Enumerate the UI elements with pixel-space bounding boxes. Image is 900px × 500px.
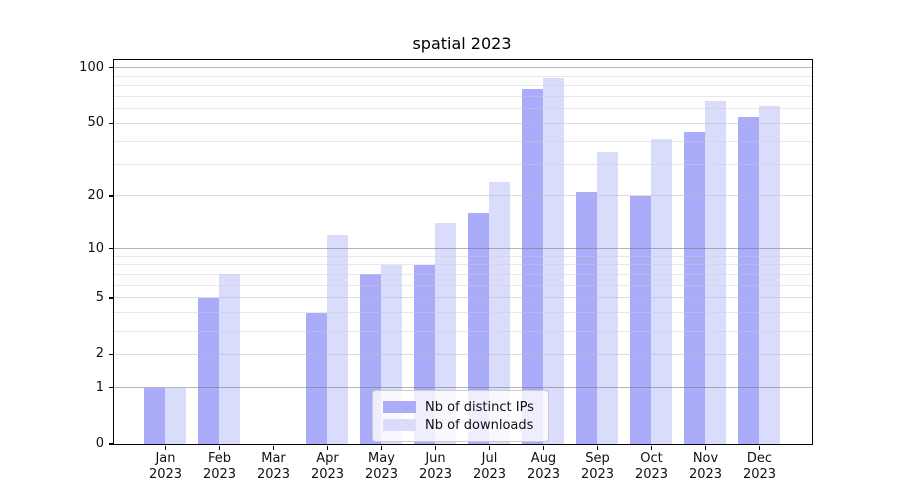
plot-area: Nb of distinct IPs Nb of downloads <box>113 59 813 445</box>
legend-swatch-distinct-ips <box>383 401 416 413</box>
x-tick-label-may: May 2023 <box>364 451 399 482</box>
x-tick-mark <box>218 446 221 450</box>
x-tick-label-jun: Jun 2023 <box>418 451 453 482</box>
x-tick-mark <box>704 446 707 450</box>
x-tick-label-sep: Sep 2023 <box>580 451 615 482</box>
y-tick-label-5: 5 <box>95 289 104 305</box>
bar-jun-downloads <box>435 223 456 444</box>
x-tick-label-aug: Aug 2023 <box>526 451 561 482</box>
x-tick-mark <box>434 446 437 450</box>
chart-title: spatial 2023 <box>412 34 512 53</box>
legend-entry-downloads: Nb of downloads <box>373 418 548 433</box>
x-tick-mark <box>758 446 761 450</box>
x-tick-label-jan: Jan 2023 <box>148 451 183 482</box>
bar-feb-downloads <box>219 274 240 444</box>
x-tick-label-apr: Apr 2023 <box>310 451 345 482</box>
bar-sep-downloads <box>597 151 618 444</box>
x-tick-label-nov: Nov 2023 <box>688 451 723 482</box>
y-tick-mark <box>109 353 113 356</box>
bar-sep-distinct-ips <box>576 192 597 444</box>
bar-nov-downloads <box>705 101 726 444</box>
bar-jan-distinct-ips <box>144 387 165 444</box>
bar-aug-downloads <box>543 78 564 444</box>
y-tick-label-20: 20 <box>87 187 104 203</box>
y-tick-label-50: 50 <box>87 115 104 131</box>
bar-jul-downloads <box>489 181 510 444</box>
x-tick-label-jul: Jul 2023 <box>472 451 507 482</box>
x-tick-mark <box>650 446 653 450</box>
legend: Nb of distinct IPs Nb of downloads <box>372 390 549 442</box>
legend-entry-distinct-ips: Nb of distinct IPs <box>373 400 548 415</box>
x-tick-mark <box>272 446 275 450</box>
x-tick-mark <box>164 446 167 450</box>
x-tick-label-dec: Dec 2023 <box>742 451 777 482</box>
x-tick-label-mar: Mar 2023 <box>256 451 291 482</box>
x-tick-mark <box>488 446 491 450</box>
bar-feb-distinct-ips <box>198 297 219 444</box>
bar-aug-distinct-ips <box>522 88 543 444</box>
y-tick-mark <box>109 297 113 299</box>
legend-label-distinct-ips: Nb of distinct IPs <box>425 399 534 415</box>
y-tick-mark <box>109 247 113 250</box>
bar-nov-distinct-ips <box>684 131 705 444</box>
x-tick-mark <box>596 446 599 450</box>
bar-oct-distinct-ips <box>630 195 651 444</box>
bar-apr-downloads <box>327 234 348 444</box>
y-tick-label-2: 2 <box>95 346 104 362</box>
y-tick-label-0: 0 <box>95 436 104 451</box>
bar-dec-distinct-ips <box>738 117 759 444</box>
x-tick-mark <box>380 446 383 450</box>
x-tick-mark <box>326 446 329 450</box>
bar-jan-downloads <box>165 387 186 444</box>
x-tick-mark <box>542 446 545 450</box>
y-tick-mark <box>109 386 113 389</box>
y-tick-label-100: 100 <box>79 59 104 75</box>
y-tick-mark <box>109 122 113 125</box>
y-tick-mark <box>109 66 113 69</box>
y-tick-mark <box>109 443 113 445</box>
bar-jul-distinct-ips <box>468 213 489 444</box>
x-tick-label-feb: Feb 2023 <box>202 451 237 482</box>
y-tick-mark <box>109 195 113 197</box>
legend-swatch-downloads <box>383 419 416 431</box>
y-tick-label-1: 1 <box>95 379 104 395</box>
bar-apr-distinct-ips <box>306 312 327 444</box>
x-tick-label-oct: Oct 2023 <box>634 451 669 482</box>
y-tick-label-10: 10 <box>87 240 104 256</box>
legend-label-downloads: Nb of downloads <box>425 417 534 433</box>
bar-dec-downloads <box>759 106 780 444</box>
bar-oct-downloads <box>651 139 672 444</box>
bars-layer <box>114 60 812 444</box>
